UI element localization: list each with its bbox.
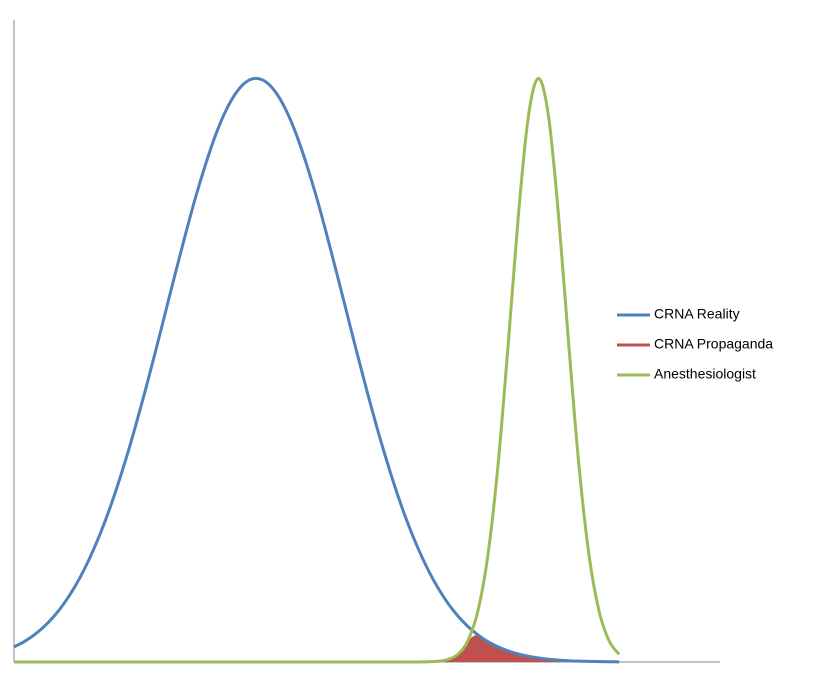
- line: [13, 76, 620, 664]
- legend-label: Anesthesiologist: [654, 366, 756, 382]
- legend-label: CRNA Propaganda: [654, 336, 773, 352]
- legend-label: CRNA Reality: [654, 306, 740, 322]
- line: [14, 76, 621, 664]
